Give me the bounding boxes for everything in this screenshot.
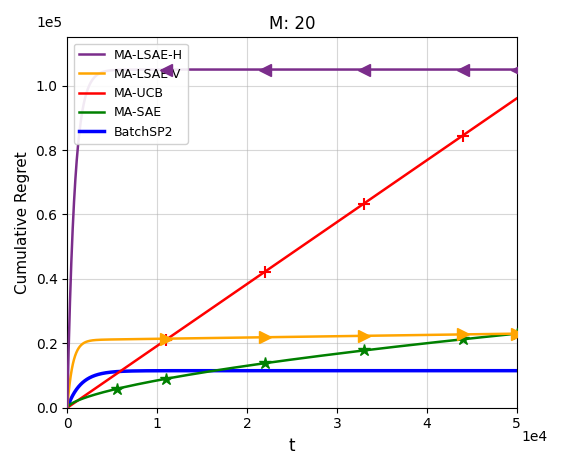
BatchSP2 [500, 368, 507, 374]
Line: BatchSP2: BatchSP2 [67, 371, 516, 407]
MA-LSAE-V [64, 405, 71, 410]
MA-LSAE-H [500, 67, 507, 72]
Line: MA-LSAE-V: MA-LSAE-V [67, 334, 516, 407]
MA-LSAE-V [418, 332, 424, 338]
MA-LSAE-H [500, 67, 507, 72]
BatchSP2 [270, 368, 277, 374]
MA-SAE [64, 405, 71, 410]
MA-LSAE-V [500, 331, 507, 337]
MA-SAE [500, 332, 507, 338]
MA-LSAE-H [64, 405, 71, 410]
MA-LSAE-H [333, 67, 340, 72]
MA-LSAE-H [418, 67, 425, 72]
BatchSP2 [64, 405, 71, 410]
MA-UCB [418, 161, 424, 167]
Y-axis label: Cumulative Regret: Cumulative Regret [15, 151, 30, 294]
MA-UCB [513, 96, 520, 102]
MA-SAE [87, 393, 93, 399]
MA-SAE [500, 332, 506, 338]
BatchSP2 [500, 368, 506, 374]
MA-SAE [270, 359, 277, 365]
MA-UCB [64, 405, 71, 410]
MA-UCB [87, 389, 93, 395]
BatchSP2 [418, 368, 424, 374]
MA-UCB [282, 255, 289, 260]
BatchSP2 [282, 368, 289, 374]
MA-UCB [500, 105, 507, 110]
Text: 1e4: 1e4 [521, 430, 547, 444]
Text: 1e5: 1e5 [37, 16, 63, 30]
MA-SAE [513, 331, 520, 337]
Line: MA-UCB: MA-UCB [67, 99, 516, 407]
MA-SAE [282, 358, 289, 363]
MA-SAE [418, 341, 424, 347]
MA-UCB [500, 105, 506, 110]
MA-LSAE-H [270, 67, 277, 72]
MA-LSAE-V [87, 338, 93, 344]
MA-UCB [270, 263, 277, 268]
Line: MA-SAE: MA-SAE [67, 334, 516, 407]
Title: M: 20: M: 20 [269, 15, 315, 33]
BatchSP2 [513, 368, 520, 374]
BatchSP2 [87, 375, 93, 380]
MA-LSAE-V [500, 331, 506, 337]
X-axis label: t: t [289, 437, 295, 455]
Legend: MA-LSAE-H, MA-LSAE-V, MA-UCB, MA-SAE, BatchSP2: MA-LSAE-H, MA-LSAE-V, MA-UCB, MA-SAE, Ba… [74, 44, 188, 143]
MA-LSAE-H [87, 81, 93, 86]
MA-LSAE-V [270, 334, 277, 340]
MA-LSAE-V [282, 334, 289, 340]
MA-LSAE-H [513, 67, 520, 72]
MA-LSAE-V [513, 331, 520, 337]
Line: MA-LSAE-H: MA-LSAE-H [67, 70, 516, 407]
MA-LSAE-H [282, 67, 289, 72]
